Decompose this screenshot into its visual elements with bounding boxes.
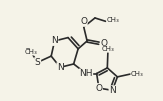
- Text: N: N: [57, 63, 64, 72]
- Text: S: S: [24, 48, 30, 57]
- Text: N: N: [109, 86, 116, 95]
- Text: NH: NH: [79, 69, 93, 78]
- Text: N: N: [51, 36, 58, 45]
- Text: S: S: [35, 58, 41, 67]
- Text: O: O: [80, 17, 87, 26]
- Text: O: O: [101, 39, 108, 48]
- Text: CH₃: CH₃: [131, 71, 144, 77]
- Text: CH₃: CH₃: [102, 46, 114, 52]
- Text: CH₃: CH₃: [107, 17, 119, 23]
- Text: S: S: [35, 58, 41, 67]
- Text: O: O: [95, 84, 102, 93]
- Text: CH₃: CH₃: [25, 49, 37, 55]
